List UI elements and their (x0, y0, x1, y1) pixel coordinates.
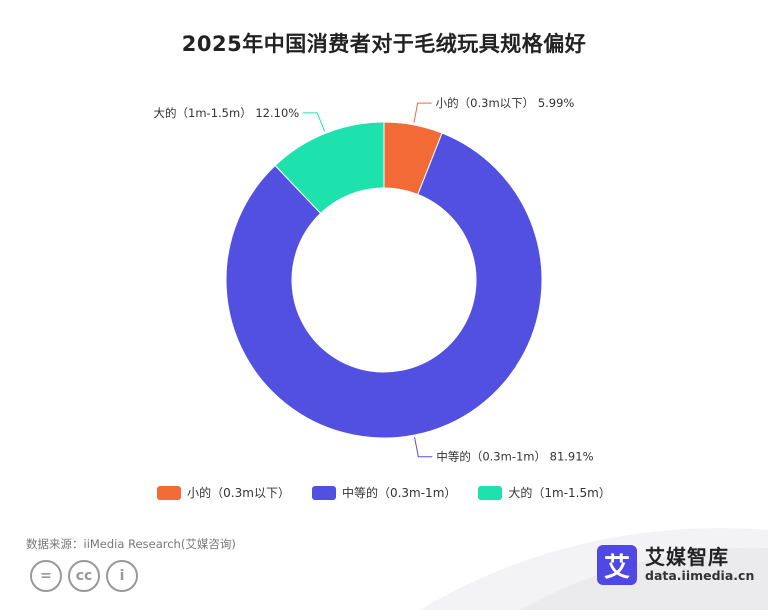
leader-line-large (303, 112, 326, 132)
footer-decoration (420, 528, 768, 610)
leader-line-medium (414, 436, 433, 458)
slice-label-medium: 中等的（0.3m-1m） 81.91% (436, 450, 593, 464)
cc-license-icon: cc (68, 560, 100, 592)
equals-license-icon: = (30, 560, 62, 592)
license-icons: = cc i (30, 560, 138, 592)
leader-line-small (413, 102, 432, 123)
legend-label-large: 大的（1m-1.5m） (508, 486, 611, 500)
legend-label-small: 小的（0.3m以下） (187, 486, 290, 500)
slice-label-large: 大的（1m-1.5m） 12.10% (154, 106, 300, 120)
brand-url: data.iimedia.cn (645, 568, 755, 583)
legend-swatch-medium (311, 485, 336, 500)
legend-swatch-large (478, 485, 503, 500)
slice-large[interactable] (274, 121, 385, 215)
data-source: 数据来源：iiMedia Research(艾媒咨询) (26, 537, 236, 551)
legend-label-medium: 中等的（0.3m-1m） (341, 486, 457, 500)
donut-chart: 小的（0.3m以下） 5.99% 中等的（0.3m-1m） 81.91% 大的（1m… (154, 96, 594, 464)
legend-item-small[interactable]: 小的（0.3m以下） (157, 484, 290, 501)
slice-medium[interactable] (225, 132, 543, 439)
slice-label-small: 小的（0.3m以下） 5.99% (436, 96, 575, 110)
legend-item-large[interactable]: 大的（1m-1.5m） (478, 484, 611, 501)
attribution-person-icon: i (106, 560, 138, 592)
legend-item-medium[interactable]: 中等的（0.3m-1m） (311, 484, 457, 501)
chart-title: 2025年中国消费者对于毛绒玩具规格偏好 (181, 32, 587, 56)
brand-name: 艾媒智库 (645, 545, 729, 569)
brand-mark-icon: 艾 (597, 545, 637, 585)
brand-logo: 艾 艾媒智库 data.iimedia.cn (597, 545, 754, 585)
chart-legend: 小的（0.3m以下） 中等的（0.3m-1m） 大的（1m-1.5m） (0, 484, 768, 501)
legend-swatch-small (157, 485, 182, 500)
